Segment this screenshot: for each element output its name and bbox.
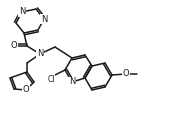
Text: N: N xyxy=(69,78,75,86)
Text: O: O xyxy=(123,70,129,78)
Text: N: N xyxy=(41,14,47,24)
Text: O: O xyxy=(11,42,17,50)
Text: O: O xyxy=(23,86,29,94)
Text: Cl: Cl xyxy=(47,74,55,84)
Text: N: N xyxy=(19,8,25,16)
Text: N: N xyxy=(37,50,43,58)
